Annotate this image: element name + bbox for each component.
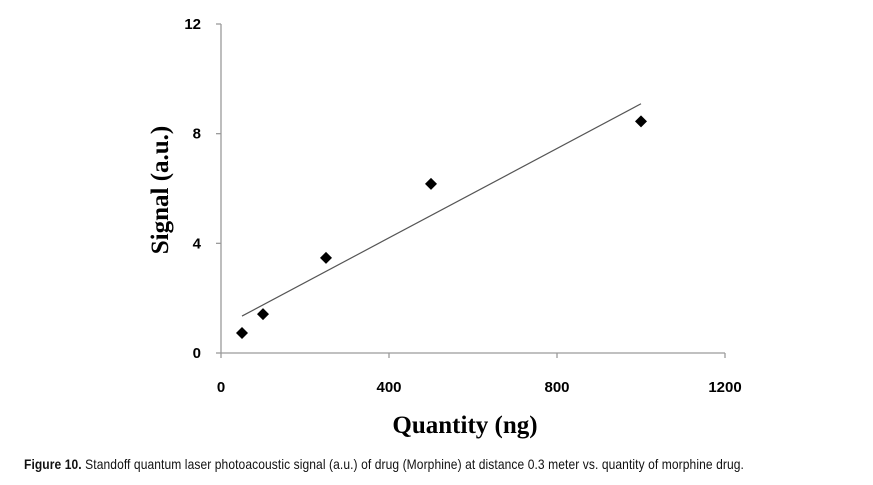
data-point [257,308,269,321]
caption-text: Standoff quantum laser photoacoustic sig… [81,456,744,472]
y-tick-label: 0 [193,345,201,362]
y-tick-label: 12 [184,16,201,33]
x-axis-label: Quantity (ng) [392,412,537,439]
y-axis-label: Signal (a.u.) [147,126,174,255]
data-point [236,326,248,339]
data-point [320,251,332,264]
y-tick-label: 4 [193,235,202,252]
x-tick-label: 1200 [708,379,741,396]
data-point [635,115,647,128]
data-point [425,177,437,190]
x-tick-label: 400 [376,379,401,396]
figure-caption: Figure 10. Standoff quantum laser photoa… [24,456,744,472]
x-tick-label: 0 [217,379,225,396]
trendline [241,103,642,317]
y-tick-label: 8 [193,126,201,143]
caption-label: Figure 10. [24,456,82,472]
x-tick-label: 800 [544,379,569,396]
